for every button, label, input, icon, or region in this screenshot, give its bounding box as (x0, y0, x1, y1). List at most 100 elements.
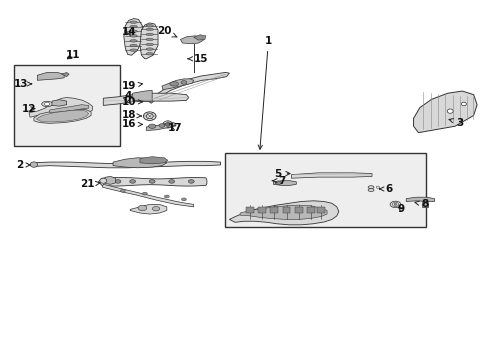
Polygon shape (49, 105, 89, 113)
Ellipse shape (181, 81, 187, 84)
Ellipse shape (146, 33, 153, 36)
Ellipse shape (115, 180, 121, 183)
Ellipse shape (152, 207, 160, 211)
Ellipse shape (165, 123, 170, 126)
Text: 18: 18 (122, 111, 142, 121)
Ellipse shape (148, 124, 156, 129)
Text: 20: 20 (157, 26, 177, 37)
Polygon shape (317, 207, 325, 213)
Polygon shape (113, 158, 167, 168)
Text: 3: 3 (449, 118, 464, 128)
Polygon shape (422, 202, 428, 207)
Ellipse shape (163, 121, 172, 128)
Ellipse shape (447, 109, 453, 113)
Bar (14, 65, 121, 146)
Polygon shape (34, 109, 91, 123)
Polygon shape (103, 93, 189, 105)
Text: 9: 9 (398, 204, 405, 215)
Ellipse shape (368, 186, 374, 189)
Polygon shape (270, 207, 278, 213)
Text: 4: 4 (124, 91, 131, 104)
Ellipse shape (164, 195, 169, 198)
Ellipse shape (143, 192, 147, 195)
Polygon shape (194, 35, 206, 40)
Ellipse shape (169, 180, 174, 183)
Text: 13: 13 (14, 79, 31, 89)
Text: 14: 14 (122, 27, 136, 37)
Ellipse shape (376, 186, 379, 188)
Ellipse shape (181, 198, 186, 201)
Text: 16: 16 (122, 120, 142, 129)
Polygon shape (258, 207, 266, 213)
Ellipse shape (368, 189, 374, 192)
Polygon shape (52, 100, 67, 106)
Polygon shape (36, 110, 89, 122)
Ellipse shape (146, 38, 153, 41)
Polygon shape (414, 91, 477, 133)
Ellipse shape (149, 180, 155, 183)
Ellipse shape (147, 114, 153, 119)
Text: 1: 1 (258, 36, 272, 149)
Ellipse shape (121, 189, 125, 192)
Text: 19: 19 (122, 81, 143, 91)
Ellipse shape (144, 112, 156, 121)
Text: 12: 12 (22, 104, 36, 114)
Text: 7: 7 (272, 176, 285, 186)
Polygon shape (133, 90, 152, 101)
Ellipse shape (130, 180, 136, 183)
Bar (225, 153, 426, 226)
Ellipse shape (138, 205, 147, 211)
Polygon shape (295, 207, 303, 213)
Polygon shape (148, 72, 229, 103)
Ellipse shape (159, 124, 165, 127)
Polygon shape (162, 79, 194, 90)
Ellipse shape (394, 203, 397, 206)
Ellipse shape (130, 49, 137, 51)
Ellipse shape (100, 178, 107, 183)
Ellipse shape (130, 35, 137, 37)
Polygon shape (292, 173, 372, 178)
Text: 15: 15 (188, 54, 208, 64)
Ellipse shape (146, 24, 153, 27)
Ellipse shape (130, 25, 137, 28)
Polygon shape (307, 207, 315, 213)
Polygon shape (147, 123, 175, 131)
Polygon shape (406, 197, 435, 202)
Polygon shape (37, 72, 64, 80)
Polygon shape (240, 205, 327, 220)
Polygon shape (101, 176, 116, 184)
Ellipse shape (30, 162, 38, 167)
Polygon shape (246, 207, 254, 213)
Ellipse shape (130, 30, 137, 32)
Text: 6: 6 (380, 184, 393, 194)
Polygon shape (283, 207, 291, 213)
Polygon shape (273, 181, 296, 185)
Ellipse shape (130, 40, 137, 42)
Polygon shape (140, 157, 168, 164)
Polygon shape (124, 19, 143, 55)
Text: 21: 21 (80, 179, 100, 189)
Ellipse shape (188, 180, 194, 183)
Polygon shape (29, 98, 93, 117)
Polygon shape (98, 177, 207, 186)
Ellipse shape (170, 82, 178, 86)
Text: 5: 5 (274, 168, 290, 179)
Polygon shape (102, 184, 194, 207)
Ellipse shape (275, 181, 281, 185)
Polygon shape (130, 204, 167, 214)
Text: 8: 8 (415, 199, 428, 210)
Polygon shape (229, 201, 339, 225)
Ellipse shape (130, 44, 137, 47)
Text: 10: 10 (122, 97, 143, 107)
Polygon shape (34, 161, 220, 168)
Polygon shape (62, 72, 69, 77)
Ellipse shape (45, 102, 49, 106)
Ellipse shape (42, 101, 52, 107)
Polygon shape (180, 36, 203, 44)
Polygon shape (140, 23, 158, 59)
Ellipse shape (146, 53, 153, 55)
Ellipse shape (392, 202, 398, 207)
Text: 11: 11 (66, 50, 80, 60)
Ellipse shape (146, 43, 153, 46)
Ellipse shape (390, 201, 401, 208)
